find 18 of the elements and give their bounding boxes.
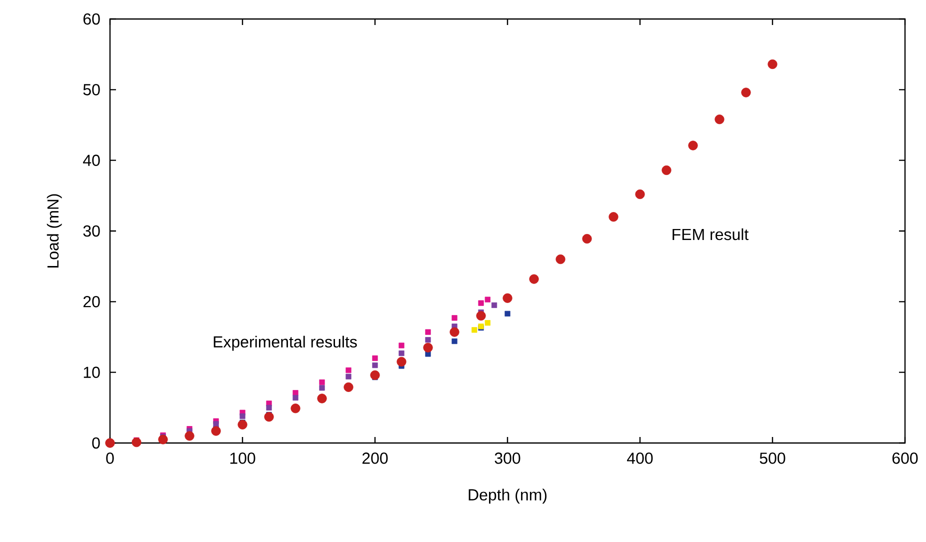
x-tick-label: 500 <box>760 452 786 464</box>
x-axis-title: Depth (nm) <box>468 488 546 504</box>
x-tick-label: 400 <box>627 452 653 464</box>
y-tick-label: 50 <box>83 84 100 96</box>
x-tick-label: 600 <box>892 452 918 464</box>
y-tick-label: 0 <box>92 437 100 449</box>
x-tick-label: 100 <box>230 452 256 464</box>
y-tick-label: 30 <box>83 225 100 237</box>
y-tick-label: 40 <box>83 154 100 166</box>
y-tick-label: 60 <box>83 13 100 25</box>
series-label: Experimental results <box>214 336 357 351</box>
y-axis-title: Load (mN) <box>46 194 62 268</box>
x-tick-label: 200 <box>362 452 388 464</box>
y-tick-label: 10 <box>84 366 100 378</box>
text: FEM result <box>672 228 749 240</box>
x-tick-label: 0 <box>106 452 114 464</box>
y-tick-label: 20 <box>83 296 100 308</box>
x-tick-label: 300 <box>494 452 520 464</box>
